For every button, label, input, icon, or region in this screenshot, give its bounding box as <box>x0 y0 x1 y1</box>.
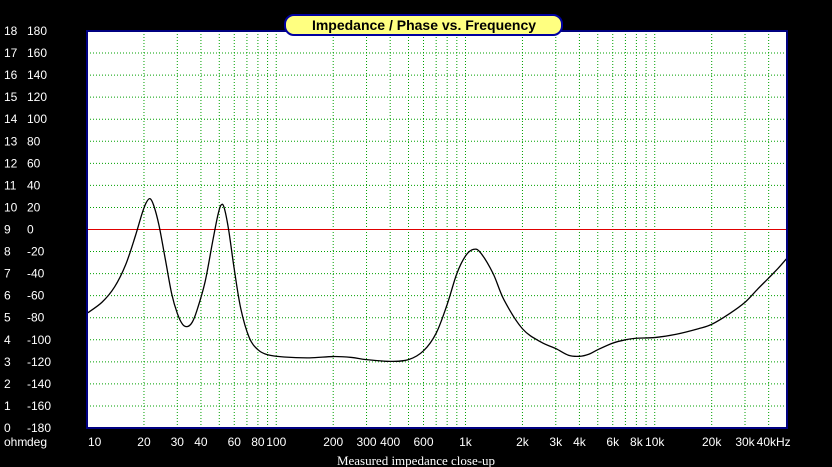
x-tick: 200 <box>323 435 343 449</box>
x-tick: 40kHz <box>757 435 791 449</box>
y-tick-deg: -120 <box>27 355 51 369</box>
y-tick-deg: -20 <box>27 245 45 259</box>
x-tick: 300 <box>357 435 377 449</box>
title-background <box>284 14 563 36</box>
y-tick-ohm: 14 <box>4 112 18 126</box>
y-tick-deg: -180 <box>27 421 51 435</box>
y-tick-deg: 20 <box>27 200 41 214</box>
y-tick-ohm: 3 <box>4 355 11 369</box>
x-tick: 30k <box>735 435 755 449</box>
y-tick-ohm: 10 <box>4 200 18 214</box>
y-tick-ohm: 7 <box>4 267 11 281</box>
y-axis-labels: 0123456789101112131415161718-180-160-140… <box>4 24 51 435</box>
y-tick-ohm: 0 <box>4 421 11 435</box>
y-tick-deg: -40 <box>27 267 45 281</box>
x-tick: 2k <box>516 435 530 449</box>
y-tick-ohm: 9 <box>4 223 11 237</box>
y-tick-deg: 80 <box>27 134 41 148</box>
y-unit-deg: deg <box>27 435 47 449</box>
y-tick-ohm: 4 <box>4 333 11 347</box>
y-tick-ohm: 13 <box>4 134 18 148</box>
y-tick-deg: 120 <box>27 90 47 104</box>
y-tick-deg: -100 <box>27 333 51 347</box>
x-tick: 10k <box>645 435 665 449</box>
x-tick: 600 <box>413 435 433 449</box>
y-tick-ohm: 6 <box>4 289 11 303</box>
y-unit-ohm: ohm <box>4 435 27 449</box>
x-tick: 10 <box>88 435 102 449</box>
y-tick-ohm: 16 <box>4 68 18 82</box>
y-tick-deg: 60 <box>27 156 41 170</box>
y-tick-ohm: 1 <box>4 399 11 413</box>
x-tick: 4k <box>573 435 587 449</box>
y-tick-deg: 140 <box>27 68 47 82</box>
y-tick-ohm: 5 <box>4 311 11 325</box>
y-tick-ohm: 18 <box>4 24 18 38</box>
y-tick-deg: 180 <box>27 24 47 38</box>
y-tick-ohm: 12 <box>4 156 18 170</box>
y-tick-ohm: 8 <box>4 245 11 259</box>
x-tick: 8k <box>630 435 644 449</box>
x-tick: 80 <box>251 435 265 449</box>
chart-title-box: Impedance / Phase vs. Frequency <box>284 14 563 36</box>
x-tick: 40 <box>194 435 208 449</box>
x-tick: 60 <box>228 435 242 449</box>
y-tick-deg: -160 <box>27 399 51 413</box>
x-tick: 1k <box>459 435 473 449</box>
chart-title: Impedance / Phase vs. Frequency <box>312 17 536 33</box>
y-tick-ohm: 11 <box>4 178 17 192</box>
y-tick-deg: -140 <box>27 377 51 391</box>
y-tick-deg: -80 <box>27 311 45 325</box>
y-tick-deg: 0 <box>27 223 34 237</box>
y-tick-deg: 40 <box>27 178 41 192</box>
y-tick-ohm: 17 <box>4 46 18 60</box>
impedance-curve <box>86 197 788 363</box>
y-tick-deg: -60 <box>27 289 45 303</box>
x-tick: 20 <box>137 435 151 449</box>
x-tick: 3k <box>549 435 563 449</box>
y-tick-ohm: 2 <box>4 377 11 391</box>
x-tick: 400 <box>380 435 400 449</box>
x-tick: 100 <box>266 435 286 449</box>
x-tick: 20k <box>702 435 722 449</box>
y-tick-deg: 100 <box>27 112 47 126</box>
y-tick-deg: 160 <box>27 46 47 60</box>
x-tick: 30 <box>171 435 185 449</box>
y-tick-ohm: 15 <box>4 90 18 104</box>
chart-caption: Measured impedance close-up <box>337 453 495 467</box>
x-tick: 6k <box>606 435 620 449</box>
x-axis-labels: 10 20 30 40 60 80 100 200 300 400 600 1k 2k 3k 4k 6k 8k 1… <box>88 435 791 449</box>
